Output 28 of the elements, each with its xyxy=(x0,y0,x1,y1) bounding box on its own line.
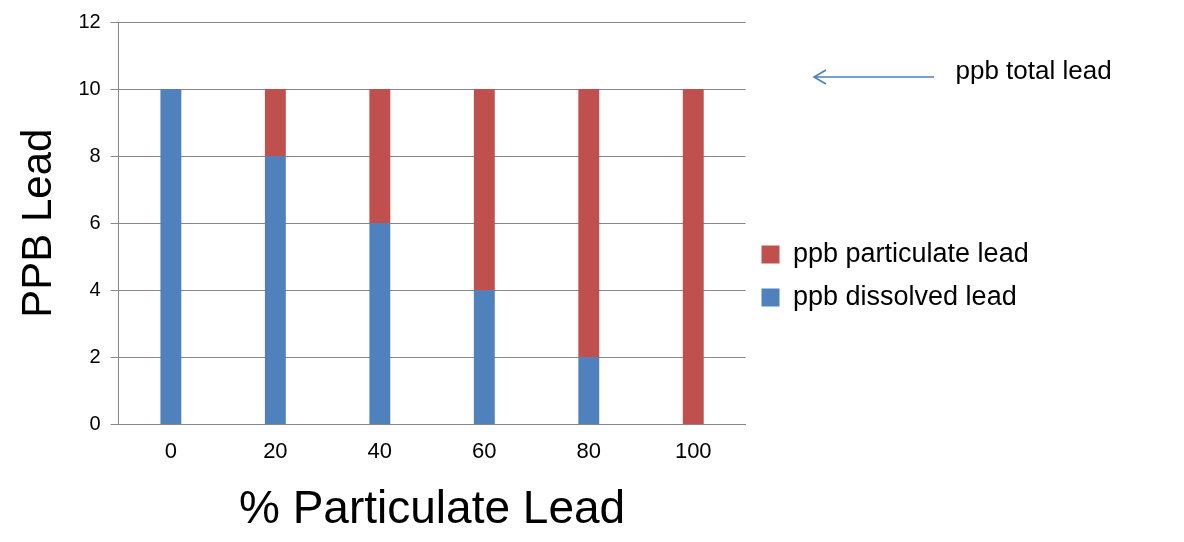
bar xyxy=(473,89,495,291)
y-axis-title: PPB Lead xyxy=(12,128,60,318)
y-tick-label: 6 xyxy=(89,210,101,233)
x-axis-title: % Particulate Lead xyxy=(239,481,626,534)
x-tick-label: 80 xyxy=(576,437,602,463)
bar xyxy=(264,156,286,424)
bar xyxy=(369,89,391,224)
y-tick-label: 4 xyxy=(89,277,101,300)
y-tick-label: 0 xyxy=(89,411,101,434)
bar xyxy=(160,89,182,424)
bar xyxy=(369,223,391,424)
bar xyxy=(578,357,600,424)
y-tick-label: 10 xyxy=(78,76,101,99)
bar xyxy=(682,89,704,424)
x-tick-label: 60 xyxy=(472,437,497,463)
bar xyxy=(264,89,286,157)
x-tick-label: 100 xyxy=(674,437,712,463)
x-tick-label: 20 xyxy=(263,437,288,463)
legend-label: ppb particulate lead xyxy=(793,237,1029,268)
y-tick-label: 2 xyxy=(89,344,101,367)
bar xyxy=(473,290,495,424)
x-tick-label: 40 xyxy=(367,437,393,463)
legend-label: ppb dissolved lead xyxy=(793,280,1017,311)
y-tick-label: 12 xyxy=(78,9,101,32)
text: ppb total lead xyxy=(955,55,1112,86)
bar xyxy=(578,89,600,358)
x-tick-label: 0 xyxy=(164,437,178,463)
y-tick-label: 8 xyxy=(89,143,101,166)
